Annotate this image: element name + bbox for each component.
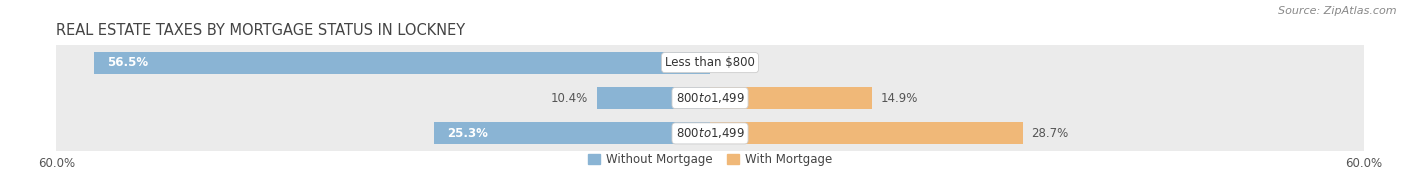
Text: $800 to $1,499: $800 to $1,499: [675, 126, 745, 140]
Text: Less than $800: Less than $800: [665, 56, 755, 69]
Bar: [710, 87, 872, 109]
Text: 56.5%: 56.5%: [107, 56, 149, 69]
Legend: Without Mortgage, With Mortgage: Without Mortgage, With Mortgage: [583, 149, 837, 171]
Bar: [56, 45, 1364, 80]
Bar: [56, 116, 1364, 151]
Bar: [596, 87, 710, 109]
Bar: [710, 122, 1022, 144]
Text: 14.9%: 14.9%: [882, 92, 918, 104]
Bar: [434, 122, 710, 144]
Text: 28.7%: 28.7%: [1032, 127, 1069, 140]
Text: $800 to $1,499: $800 to $1,499: [675, 91, 745, 105]
Bar: [94, 52, 710, 74]
Bar: [56, 80, 1364, 116]
Text: 10.4%: 10.4%: [551, 92, 588, 104]
Text: 25.3%: 25.3%: [447, 127, 488, 140]
Text: REAL ESTATE TAXES BY MORTGAGE STATUS IN LOCKNEY: REAL ESTATE TAXES BY MORTGAGE STATUS IN …: [56, 23, 465, 38]
Text: Source: ZipAtlas.com: Source: ZipAtlas.com: [1278, 6, 1396, 16]
